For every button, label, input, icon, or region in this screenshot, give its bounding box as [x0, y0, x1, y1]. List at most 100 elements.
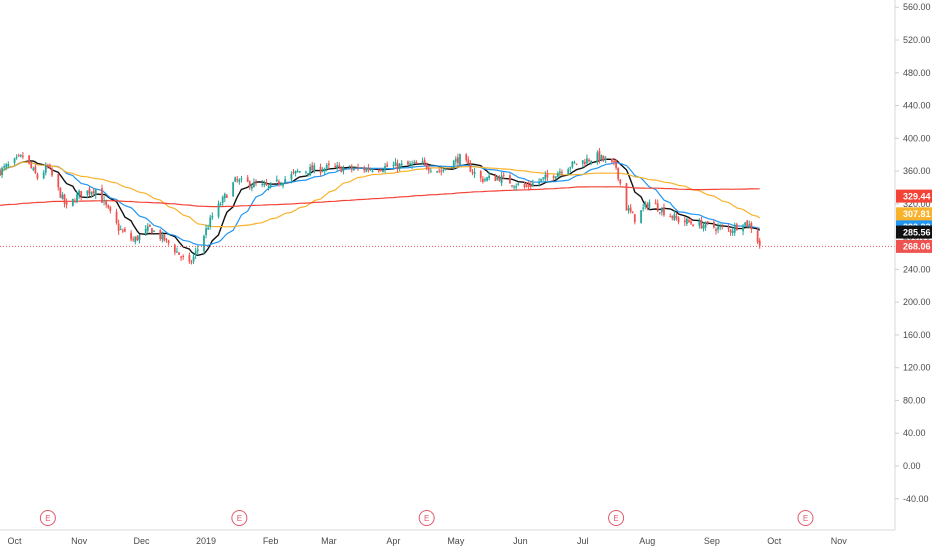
- candle-body: [615, 160, 617, 168]
- candle-body: [323, 168, 326, 172]
- candle-body: [444, 168, 447, 170]
- candle-body: [225, 195, 228, 198]
- candle-body: [342, 167, 345, 171]
- candle-body: [211, 215, 214, 218]
- candle-body: [646, 203, 649, 209]
- candle-body: [617, 167, 620, 180]
- candle-body: [642, 207, 645, 209]
- candle-body: [313, 165, 316, 172]
- candle-body: [321, 170, 324, 172]
- candle-body: [363, 168, 366, 171]
- candle-body: [685, 218, 688, 224]
- candle-body: [442, 169, 445, 171]
- ma-line-50: [0, 161, 761, 228]
- x-axis[interactable]: Oct Nov Dec 2019 Feb Mar Apr May Jun Jul Aug Sep Oct…: [8, 536, 848, 546]
- candle-body: [284, 178, 287, 183]
- candle-body: [57, 173, 60, 188]
- earnings-marker[interactable]: E: [608, 510, 625, 526]
- earnings-marker[interactable]: E: [39, 510, 56, 526]
- candle-body: [32, 168, 35, 170]
- candle-body: [161, 234, 164, 240]
- candle-body: [46, 165, 49, 167]
- earnings-marker[interactable]: E: [797, 510, 814, 526]
- candle-body: [517, 183, 520, 185]
- candle-body: [203, 236, 205, 252]
- candle-body: [567, 169, 570, 175]
- candle-body: [627, 208, 630, 211]
- candle-body: [44, 165, 47, 173]
- candle-body: [63, 194, 66, 204]
- candle-body: [78, 190, 80, 196]
- candle-body: [704, 221, 707, 228]
- candle-body: [352, 169, 355, 171]
- candle-body: [180, 256, 182, 258]
- x-tick-label: Nov: [71, 536, 88, 546]
- earnings-marker[interactable]: E: [418, 510, 435, 526]
- candle-body: [386, 164, 389, 167]
- candle-body: [733, 225, 736, 233]
- candle-body: [640, 210, 642, 224]
- candle-body: [182, 256, 185, 258]
- candle-body: [103, 200, 105, 202]
- candle-body: [602, 156, 605, 161]
- candle-body: [425, 164, 428, 169]
- candle-body: [673, 214, 676, 221]
- candle-body: [588, 159, 590, 162]
- candle-body: [377, 170, 380, 172]
- x-tick-label: Feb: [263, 536, 279, 546]
- candle-body: [76, 194, 78, 203]
- y-tick-label: 80.00: [903, 395, 926, 405]
- candle-body: [223, 193, 226, 199]
- ma-50-badge: 307.81: [896, 207, 932, 221]
- candle-body: [758, 240, 761, 246]
- candle-body: [748, 224, 751, 228]
- candle-body: [465, 154, 468, 161]
- candle-body: [246, 177, 249, 182]
- y-tick-label: 320.00: [903, 199, 931, 209]
- candle-body: [71, 198, 74, 206]
- badge-label: 285.56: [903, 227, 931, 237]
- candle-body: [190, 261, 193, 263]
- candle-body: [671, 215, 674, 219]
- badge-label: 268.06: [903, 242, 931, 252]
- candle-body: [713, 222, 715, 228]
- candle-body: [240, 178, 243, 180]
- candle-body: [590, 160, 593, 164]
- candle-body: [336, 165, 339, 168]
- candle-body: [74, 200, 76, 203]
- candle-body: [700, 220, 703, 229]
- candle-body: [334, 166, 337, 168]
- candle-body: [440, 170, 443, 172]
- candle-body: [421, 161, 424, 164]
- candle-body: [479, 170, 482, 179]
- candle-body: [17, 155, 20, 157]
- candle-body: [379, 169, 382, 171]
- candle-body: [496, 177, 499, 180]
- candle-body: [90, 192, 93, 195]
- candle-body: [80, 190, 83, 197]
- candle-body: [115, 211, 118, 223]
- candle-body: [556, 172, 559, 178]
- candle-body: [438, 170, 441, 172]
- badge-label: 307.81: [903, 209, 931, 219]
- candle-body: [350, 166, 353, 170]
- candle-body: [209, 217, 212, 227]
- candle-body: [30, 163, 33, 169]
- candle-body: [717, 226, 719, 230]
- candle-body: [692, 224, 695, 227]
- candle-body: [92, 191, 95, 194]
- y-tick-label: 200.00: [903, 297, 931, 307]
- candle-body: [5, 164, 8, 168]
- earnings-marker[interactable]: E: [231, 510, 248, 526]
- earnings-circle: [797, 510, 814, 526]
- candle-body: [494, 175, 497, 182]
- badge-bg: [896, 225, 932, 239]
- candle-body: [633, 214, 636, 223]
- candle-body: [573, 162, 576, 164]
- candle-body: [117, 223, 120, 231]
- candle-body: [234, 177, 237, 182]
- candle-body: [21, 155, 24, 157]
- candle-body: [500, 175, 503, 184]
